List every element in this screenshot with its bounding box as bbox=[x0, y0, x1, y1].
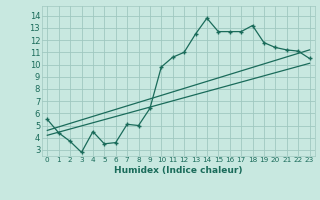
X-axis label: Humidex (Indice chaleur): Humidex (Indice chaleur) bbox=[114, 166, 243, 175]
